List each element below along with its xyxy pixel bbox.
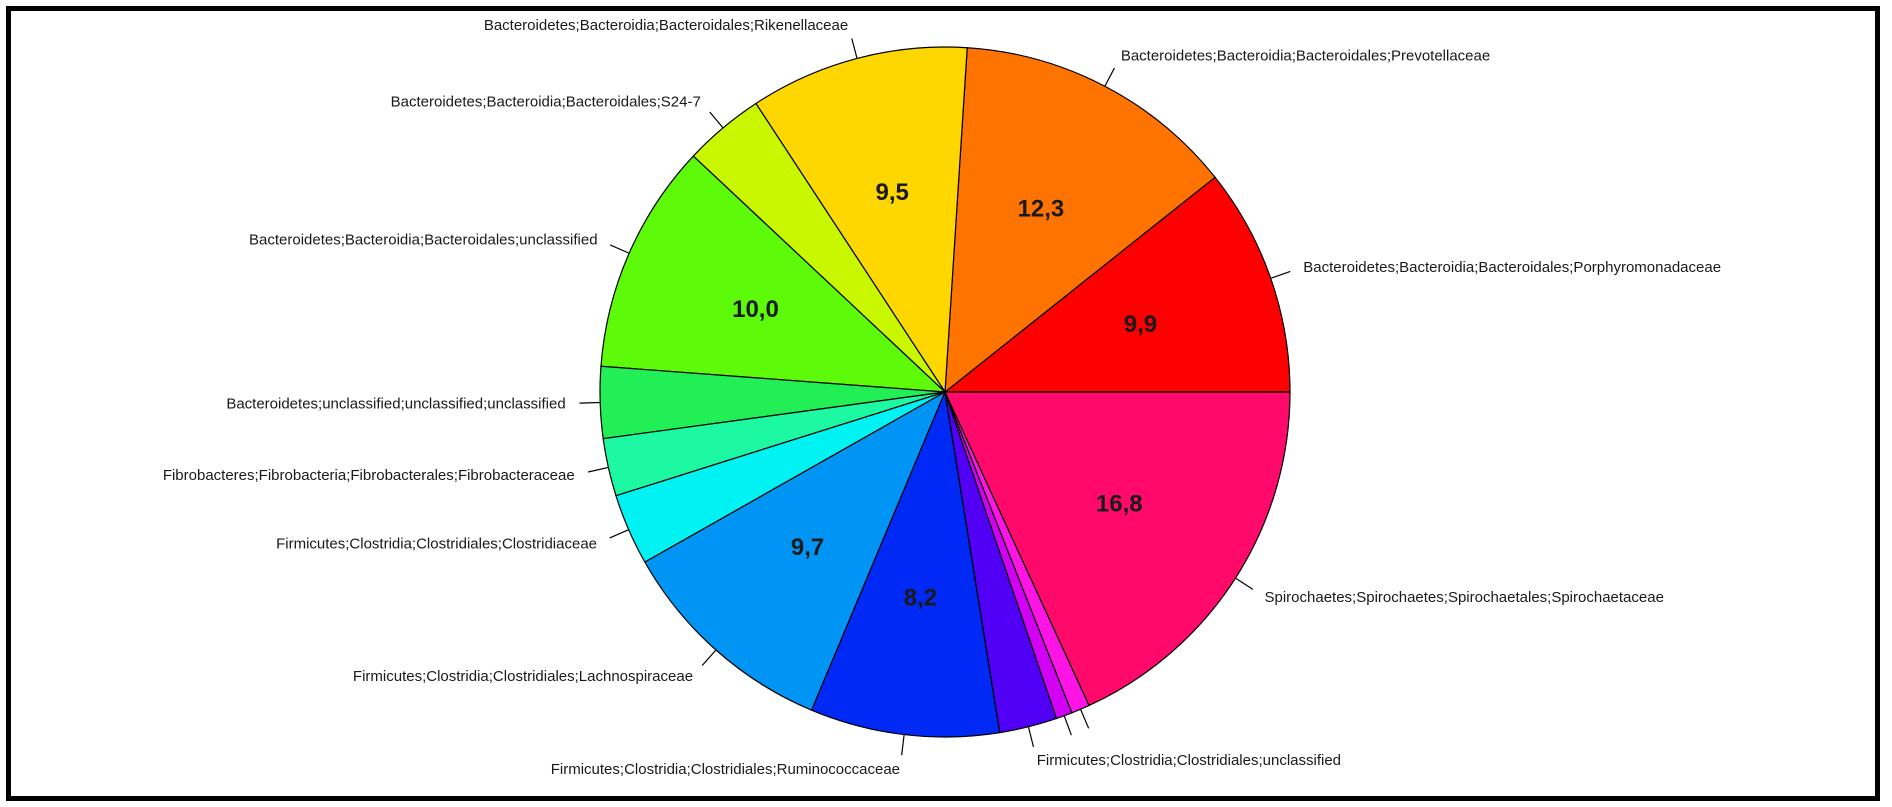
value-label-ruminococcaceae: 8,2 <box>904 585 937 612</box>
leader-line-unclassified <box>609 244 630 254</box>
value-label-rikenellaceae: 9,5 <box>876 179 909 206</box>
leader-line-s24-7 <box>709 111 724 129</box>
leader-lines <box>579 38 1291 756</box>
leader-line-prevotellaceae <box>1104 67 1115 87</box>
slice-unclassified <box>600 155 947 393</box>
leader-line-spirochaetaceae <box>1235 577 1254 590</box>
slice-label-unclassified: Bacteroidetes;Bacteroidia;Bacteroidales;… <box>249 231 598 248</box>
slice-rikenellaceae <box>755 46 968 394</box>
slice-label-unclassified: Firmicutes;Clostridia;Clostridiales;uncl… <box>1037 752 1341 769</box>
value-label-unclassified: 10,0 <box>732 296 779 323</box>
value-label-lachnospiraceae: 9,7 <box>791 534 824 561</box>
slice-label-spirochaetaceae: Spirochaetes;Spirochaetes;Spirochaetales… <box>1265 589 1664 606</box>
leader-line-unclassified <box>1027 726 1035 747</box>
slice-label-unclassified: Bacteroidetes;unclassified;unclassified;… <box>226 396 565 413</box>
slice-label-clostridiaceae: Firmicutes;Clostridia;Clostridiales;Clos… <box>276 535 597 552</box>
slice-labels: Bacteroidetes;Bacteroidia;Bacteroidales;… <box>163 17 1721 778</box>
value-label-spirochaetaceae: 16,8 <box>1096 491 1143 518</box>
leader-line-unclassified <box>579 401 601 404</box>
slice-porphyromonadaceae <box>943 176 1291 393</box>
value-label-prevotellaceae: 12,3 <box>1018 196 1065 223</box>
leader-line-minor-11 <box>1063 715 1072 736</box>
slice-lachnospiraceae <box>644 390 947 711</box>
slice-label-ruminococcaceae: Firmicutes;Clostridia;Clostridiales;Rumi… <box>551 761 900 778</box>
value-labels: 9,9 12,3 9,5 10,0 9,7 8,2 16,8 <box>732 179 1157 612</box>
slice-label-fibrobacteraceae: Fibrobacteres;Fibrobacteria;Fibrobactera… <box>163 467 575 484</box>
slice-label-s24-7: Bacteroidetes;Bacteroidia;Bacteroidales;… <box>391 93 701 110</box>
slice-label-prevotellaceae: Bacteroidetes;Bacteroidia;Bacteroidales;… <box>1121 48 1490 65</box>
slice-label-rikenellaceae: Bacteroidetes;Bacteroidia;Bacteroidales;… <box>484 17 848 34</box>
value-label-porphyromonadaceae: 9,9 <box>1124 311 1157 338</box>
leader-line-minor-12 <box>1079 709 1090 729</box>
leader-line-rikenellaceae <box>851 38 858 59</box>
leader-line-ruminococcaceae <box>901 734 905 756</box>
leader-line-fibrobacteraceae <box>588 466 609 473</box>
slice-label-porphyromonadaceae: Bacteroidetes;Bacteroidia;Bacteroidales;… <box>1303 259 1721 276</box>
leader-line-lachnospiraceae <box>701 649 717 666</box>
pie-slices <box>599 46 1291 738</box>
leader-line-porphyromonadaceae <box>1270 270 1291 279</box>
slice-label-lachnospiraceae: Firmicutes;Clostridia;Clostridiales;Lach… <box>353 668 693 685</box>
leader-line-clostridiaceae <box>609 529 629 539</box>
slice-prevotellaceae <box>944 47 1216 394</box>
slice-ruminococcaceae <box>810 389 1001 738</box>
